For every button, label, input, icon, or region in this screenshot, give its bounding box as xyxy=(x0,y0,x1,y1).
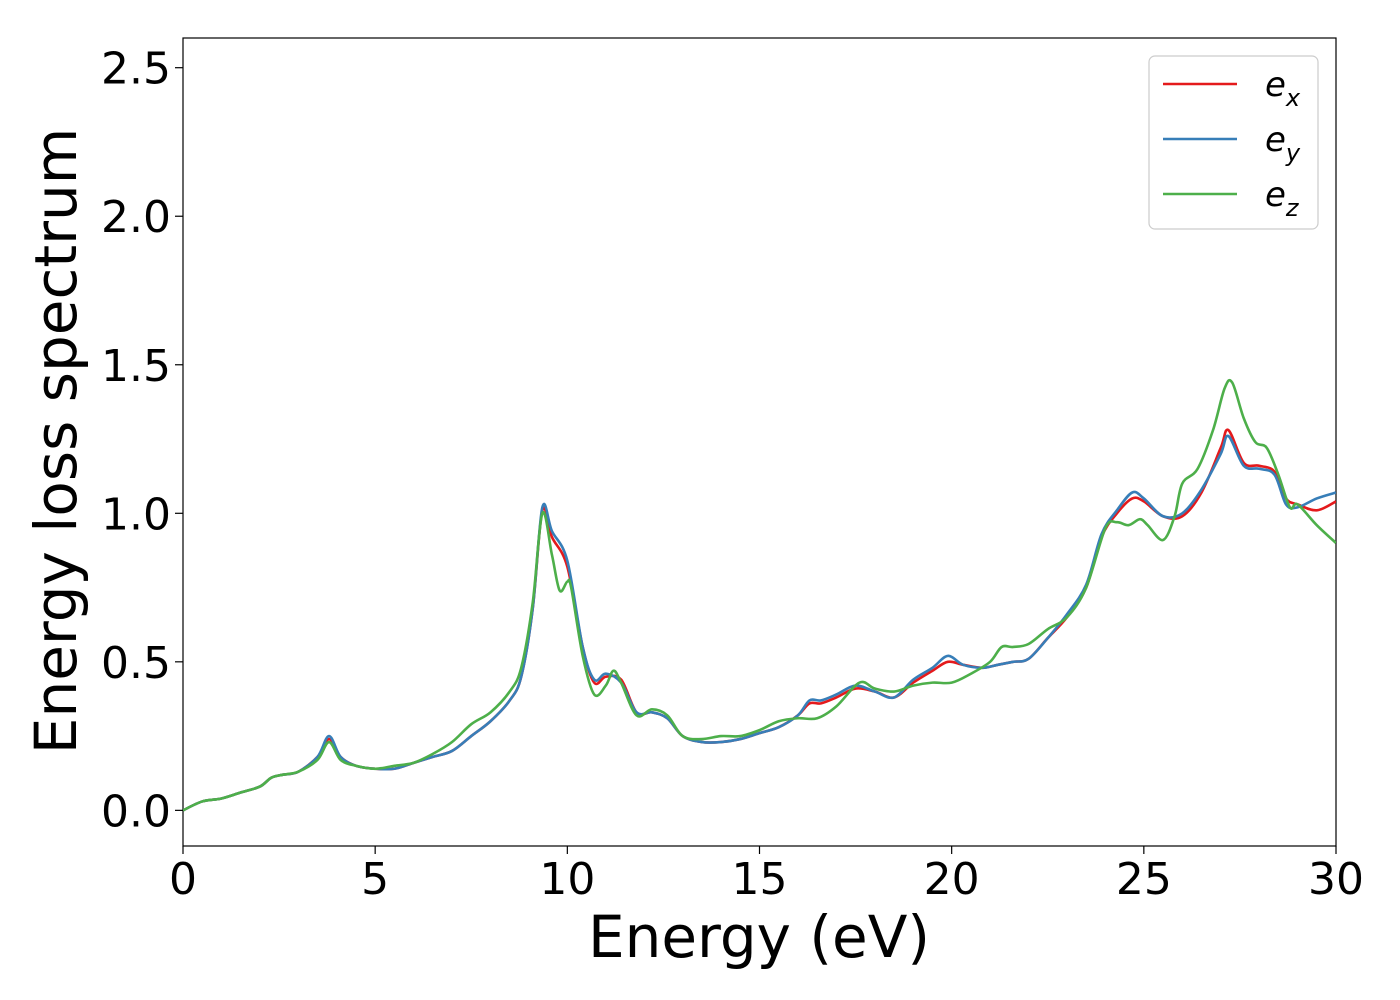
y-tick-label: 0.5 xyxy=(101,638,171,689)
y-tick-label: 1.0 xyxy=(101,489,171,540)
y-axis-ticks: 0.0 0.5 1.0 1.5 2.0 2.5 xyxy=(101,44,183,837)
x-axis-ticks: 0 5 10 15 20 25 30 xyxy=(169,846,1364,905)
y-tick-label: 2.5 xyxy=(101,44,171,95)
legend-entry-z: ez xyxy=(1265,175,1300,222)
series-line-z xyxy=(183,378,1336,812)
y-tick-label: 2.0 xyxy=(101,192,171,243)
x-tick-label: 30 xyxy=(1308,854,1364,905)
y-tick-label: 0.0 xyxy=(101,786,171,837)
y-tick-label: 1.5 xyxy=(101,341,171,392)
legend-box xyxy=(1148,55,1319,230)
x-axis-label: Energy (eV) xyxy=(588,903,930,971)
y-axis-label: Energy loss spectrum xyxy=(22,128,90,754)
series-line-x xyxy=(183,428,1336,812)
x-tick-label: 0 xyxy=(169,854,197,905)
series-line-y xyxy=(183,434,1336,812)
x-tick-label: 15 xyxy=(732,854,788,905)
x-tick-label: 10 xyxy=(539,854,595,905)
x-tick-label: 5 xyxy=(361,854,389,905)
x-tick-label: 25 xyxy=(1116,854,1172,905)
x-tick-label: 20 xyxy=(924,854,980,905)
series-layer xyxy=(183,378,1336,812)
